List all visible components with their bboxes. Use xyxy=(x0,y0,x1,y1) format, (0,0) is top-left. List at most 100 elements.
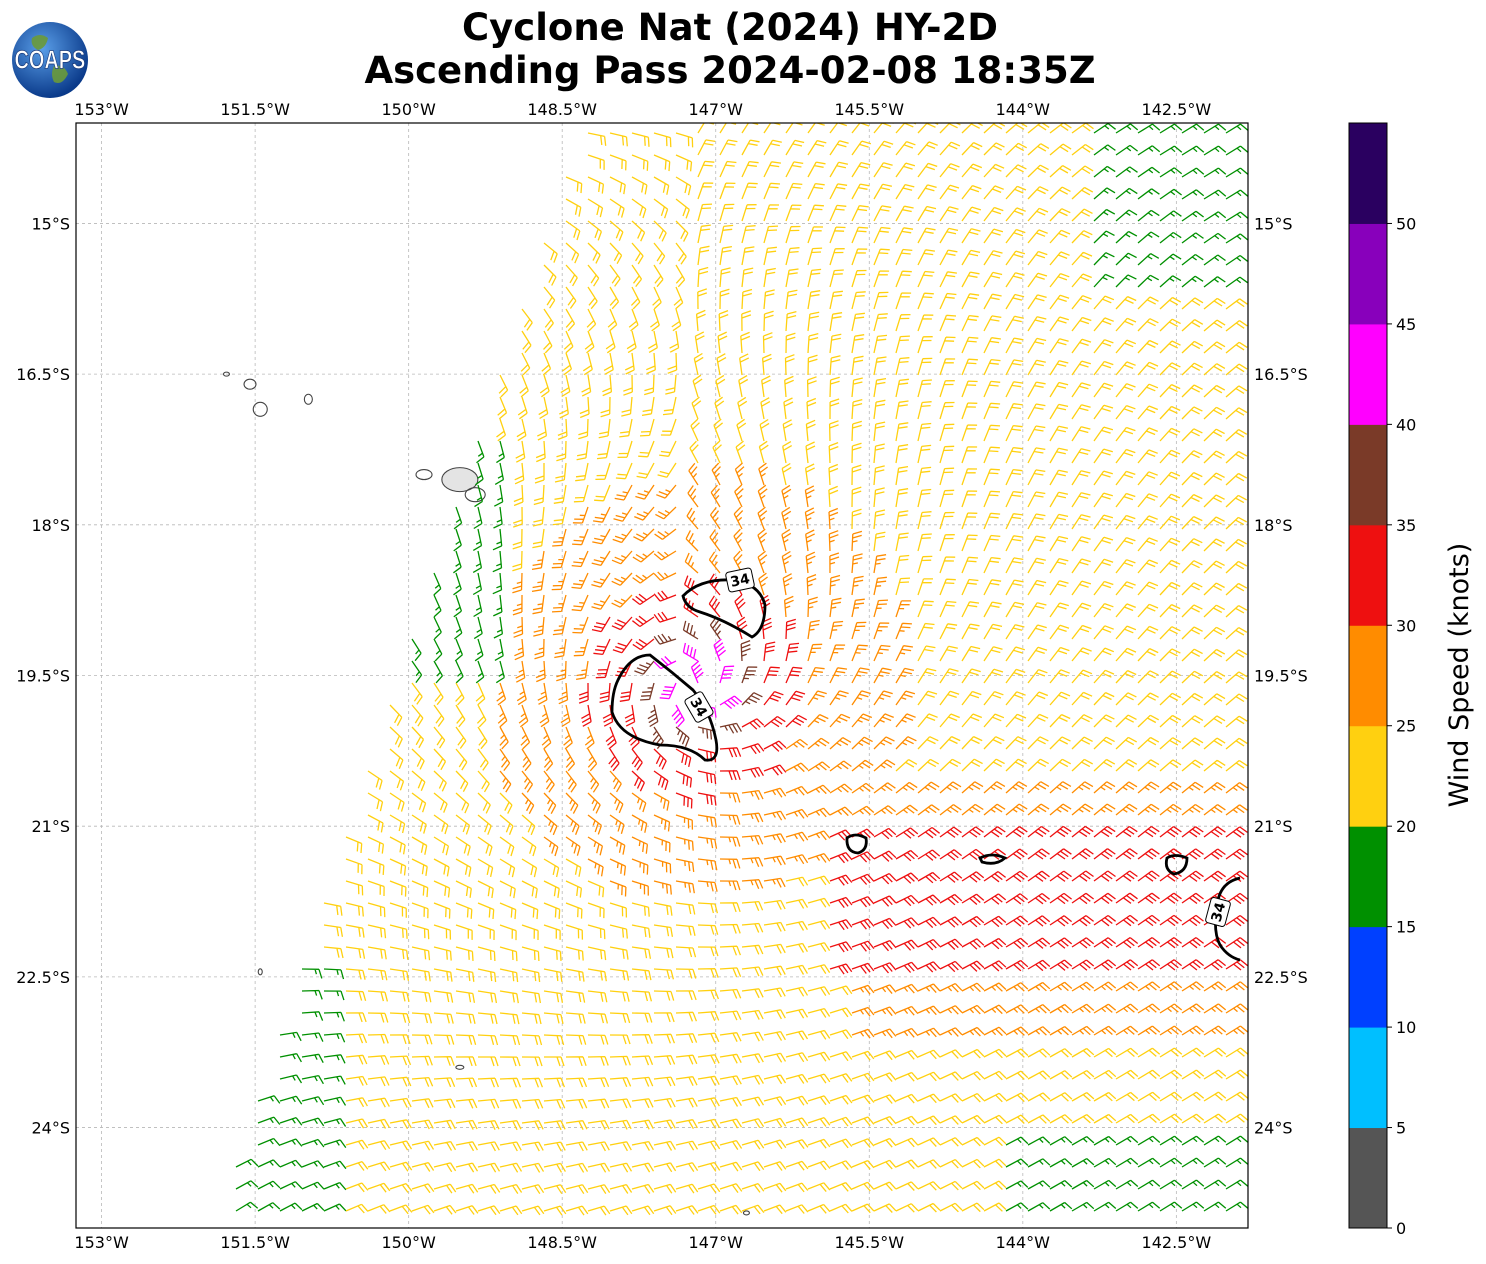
wind-barb xyxy=(719,814,741,825)
wind-barb xyxy=(785,964,808,975)
wind-barb xyxy=(1159,318,1181,332)
wind-barb xyxy=(895,759,918,772)
wind-barb xyxy=(983,271,1003,288)
wind-barb xyxy=(631,220,646,242)
wind-barb xyxy=(1093,1113,1117,1124)
wind-barb xyxy=(741,743,765,755)
wind-barb xyxy=(477,836,493,856)
wind-barb xyxy=(675,242,687,265)
wind-barb xyxy=(543,264,557,286)
wind-barb xyxy=(587,836,604,856)
wind-barb xyxy=(1049,1201,1073,1212)
wind-barb xyxy=(851,940,875,952)
wind-barb xyxy=(1005,915,1029,927)
wind-barb xyxy=(1027,1004,1051,1014)
wind-barb xyxy=(1071,981,1095,992)
wind-barb xyxy=(1071,580,1092,596)
wind-barb xyxy=(565,1162,589,1173)
wind-barb xyxy=(654,528,677,540)
wind-barb xyxy=(1027,359,1046,376)
wind-barb xyxy=(828,507,839,530)
wind-barb xyxy=(532,506,545,527)
wind-barb xyxy=(537,682,548,705)
wind-barb xyxy=(1159,1157,1183,1168)
wind-barb xyxy=(917,600,934,618)
wind-barb xyxy=(543,308,554,332)
wind-barb xyxy=(631,132,650,147)
wind-barb xyxy=(719,1053,742,1064)
wind-barb xyxy=(599,682,611,703)
wind-barb xyxy=(829,312,843,332)
wind-barb xyxy=(1049,272,1070,288)
wind-barb xyxy=(1027,1114,1051,1124)
wind-barb xyxy=(1225,1025,1248,1036)
wind-barb xyxy=(323,1032,346,1043)
wind-barb xyxy=(675,1054,698,1065)
wind-barb xyxy=(587,1119,610,1130)
wind-barb xyxy=(455,946,474,961)
wind-barb xyxy=(584,330,595,354)
wind-barb xyxy=(1005,142,1028,156)
wind-barb xyxy=(851,183,870,200)
wind-barb xyxy=(939,804,962,816)
wind-barb xyxy=(367,792,384,812)
wind-barb xyxy=(1049,165,1072,178)
wind-barb xyxy=(587,880,605,898)
wind-barb xyxy=(499,946,518,962)
wind-barb xyxy=(518,704,529,728)
wind-barb xyxy=(807,290,821,310)
wind-barb xyxy=(675,836,694,851)
wind-barb xyxy=(939,163,960,178)
wind-barb xyxy=(939,826,962,838)
wind-barb xyxy=(675,748,692,768)
wind-barb xyxy=(917,961,941,973)
wind-barb xyxy=(807,1203,831,1214)
wind-barb xyxy=(1093,669,1115,684)
wind-barb xyxy=(279,1159,303,1168)
wind-barb xyxy=(367,858,385,875)
wind-barb xyxy=(1137,405,1159,420)
wind-barb xyxy=(895,488,909,508)
wind-barb xyxy=(939,401,955,420)
wind-barb xyxy=(675,176,692,196)
wind-barb xyxy=(1115,536,1136,552)
wind-barb xyxy=(675,880,695,894)
wind-barb xyxy=(1181,803,1204,816)
wind-barb xyxy=(983,337,1001,354)
wind-barb xyxy=(1159,737,1182,750)
wind-barb xyxy=(1225,1113,1248,1124)
wind-barb xyxy=(851,269,867,288)
wind-barb xyxy=(1181,1091,1205,1102)
wind-barb xyxy=(477,1141,500,1152)
wind-barb xyxy=(1203,297,1226,310)
wind-barb xyxy=(719,1139,743,1150)
wind-barb xyxy=(609,286,620,310)
wind-barb xyxy=(807,268,822,288)
wind-barb xyxy=(873,1159,897,1170)
wind-barb xyxy=(1115,803,1138,816)
wind-barb xyxy=(1225,167,1248,178)
wind-barb xyxy=(781,506,792,530)
wind-barb xyxy=(1049,1136,1073,1146)
wind-barb xyxy=(807,1051,831,1062)
wind-barb xyxy=(1203,715,1226,728)
wind-barb xyxy=(983,1158,1007,1169)
contour-34kt xyxy=(610,653,719,762)
wind-barb xyxy=(367,1161,391,1172)
wind-barb xyxy=(873,917,897,930)
wind-barb xyxy=(829,204,847,222)
wind-barb xyxy=(1071,251,1093,266)
wind-barb xyxy=(631,1140,654,1151)
wind-barb xyxy=(1071,338,1092,354)
wind-barb xyxy=(455,858,472,877)
wind-barb xyxy=(873,162,893,178)
wind-barb xyxy=(345,1054,368,1065)
wind-barb xyxy=(735,440,746,464)
wind-barb xyxy=(389,1012,411,1024)
wind-barb xyxy=(829,597,842,618)
wind-barb xyxy=(1005,490,1023,508)
wind-barb xyxy=(829,644,846,662)
wind-barb xyxy=(587,264,600,287)
wind-barb xyxy=(939,1202,963,1213)
wind-barb xyxy=(675,858,695,872)
